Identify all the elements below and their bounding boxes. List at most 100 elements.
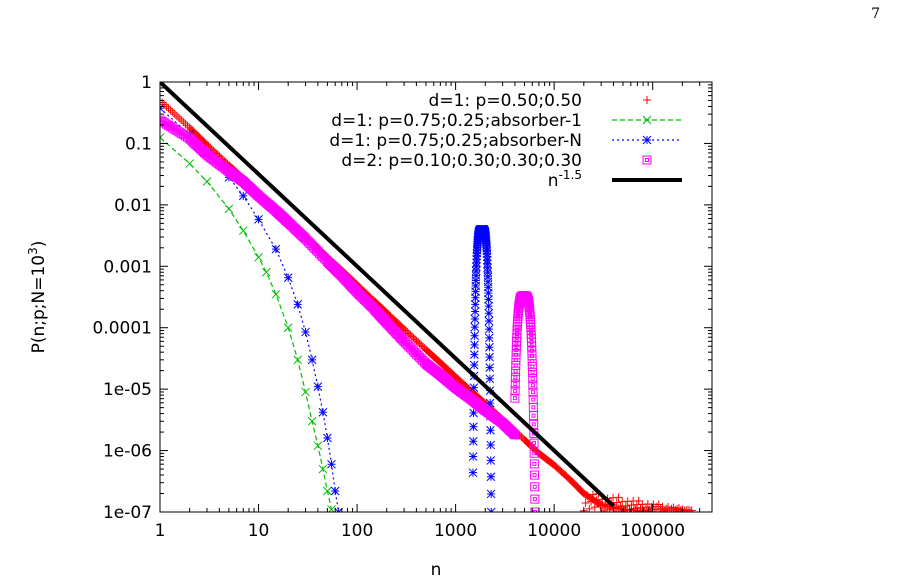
peak-point-inner [532,484,537,489]
peak-point-inner [514,348,519,353]
data-point [590,503,599,512]
peak-point-inner [530,370,535,375]
legend-label-0: d=1: p=0.50;0.50 [429,91,582,111]
series-line [160,137,333,510]
y-tick-label: 1 [141,73,152,93]
peak-point [527,341,537,351]
peak-point-inner [533,510,538,512]
data-point [401,338,411,348]
peak-point [527,356,537,366]
data-point [254,252,263,262]
legend-label-3: d=2: p=0.10;0.30;0.30;0.30 [341,151,582,171]
data-point [330,486,340,496]
peak-point [468,452,478,461]
data-point [581,499,590,508]
peak-point [468,436,478,446]
peak-point [511,345,521,355]
data-point [621,501,630,510]
peak-point [512,319,522,329]
peak-point-inner [532,441,537,446]
peak-point [471,271,481,280]
data-point [301,327,310,337]
peak-point-inner [513,388,518,393]
data-point [313,247,323,257]
peak-point-inner [532,497,537,502]
y-tick-label: 0.01 [114,196,152,216]
peak-point-inner [513,369,518,374]
legend-label-2: d=1: p=0.75;0.25;absorber-N [329,131,582,151]
data-point [307,240,317,250]
data-point [625,505,634,512]
data-point [271,289,281,299]
peak-point [486,489,496,499]
peak-point-inner [532,451,537,456]
peak-point [527,351,537,361]
data-point [413,351,423,361]
peak-point [484,333,494,343]
peak-point [470,340,479,350]
legend-sample-marker [642,115,652,125]
peak-point [528,402,538,412]
data-point [261,267,271,277]
data-point [612,498,621,507]
peak-point-inner [530,376,535,381]
peak-point [470,300,480,309]
data-point [687,506,696,512]
data-point [308,242,318,252]
peak-point [530,507,540,512]
y-tick-label: 1e-07 [103,503,152,523]
peak-point-inner [530,383,535,388]
data-point [408,346,418,356]
peak-point [510,379,520,389]
peak-point [528,387,538,397]
legend-sample-marker [642,135,652,145]
peak-point [529,459,539,469]
y-tick-label: 0.001 [103,257,152,277]
legend-label-4: n-1.5 [548,168,582,191]
peak-point [470,307,480,316]
peak-point [486,456,496,465]
peak-point [485,398,495,408]
data-point [318,252,328,262]
series-4 [160,82,615,508]
data-point [661,508,670,512]
peak-point [528,374,538,384]
data-point [349,284,359,294]
data-point [587,497,596,506]
data-point [684,505,693,512]
peak-point [470,331,479,341]
data-point [301,234,311,244]
peak-point-inner [531,405,536,410]
peak-point [511,366,521,376]
data-point [640,506,649,512]
y-tick-label: 0.1 [125,134,152,154]
data-point [313,382,323,391]
peak-point [486,425,495,435]
data-point [318,407,328,417]
peak-point [530,494,540,504]
data-point [293,355,303,365]
x-axis-label: n [431,560,442,580]
data-point [614,493,623,502]
data-point [412,349,422,359]
peak-point-inner [513,375,518,380]
data-point [170,110,179,119]
peak-point [471,293,480,303]
data-point [315,248,325,258]
peak-point-inner [530,364,535,369]
peak-point-inner [532,461,537,466]
peak-point [529,419,539,429]
y-tick-label: 0.0001 [93,319,152,339]
series-line [160,107,340,512]
peak-point [470,314,480,324]
data-point [627,501,636,510]
x-tick-label: 100 [341,521,373,541]
y-axis-label: P(n;p;N=103) [26,241,49,354]
data-point [510,430,520,440]
peak-point [530,482,540,492]
data-point [181,119,190,128]
data-point [509,429,519,439]
peak-point [483,288,493,298]
peak-point-inner [529,344,534,349]
data-point [620,506,629,512]
